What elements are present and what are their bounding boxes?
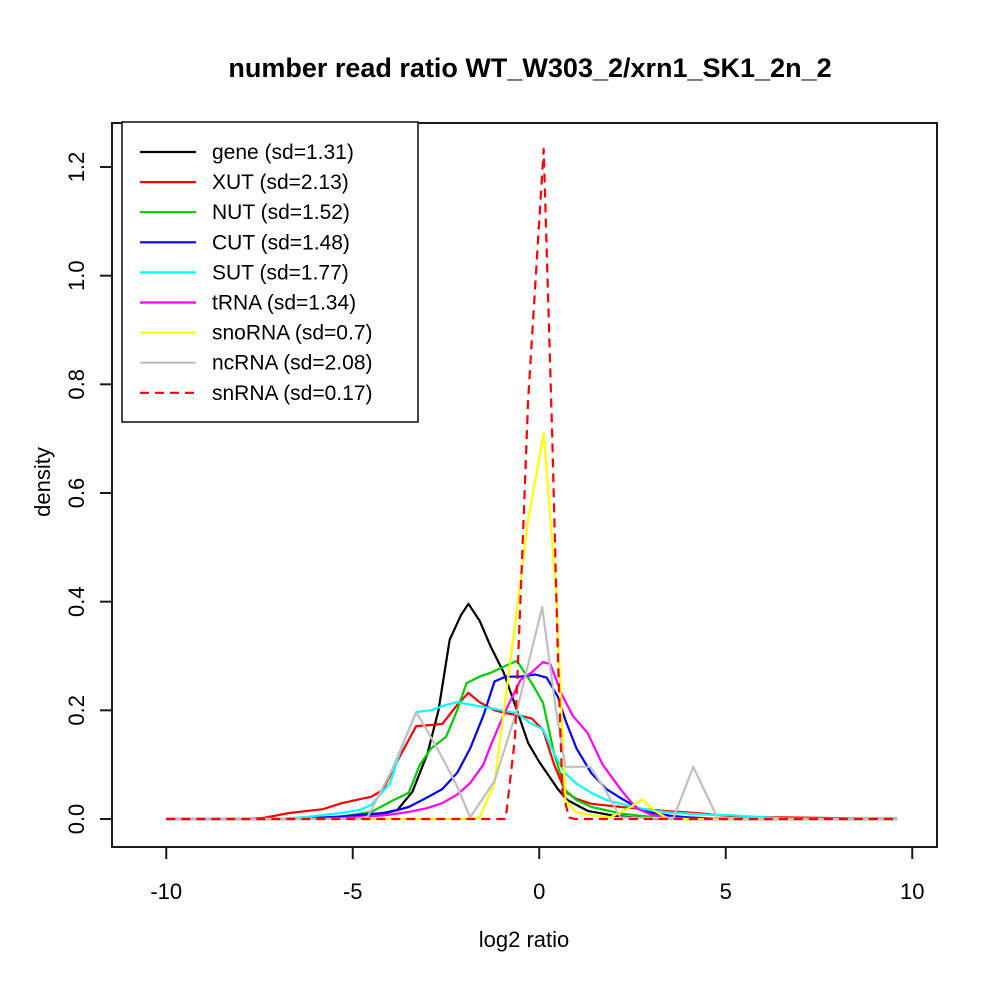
series-snRNA-line bbox=[166, 148, 898, 821]
series-XUT-line bbox=[166, 691, 898, 821]
series-NUT-line bbox=[166, 659, 898, 821]
legend-label-gene: gene (sd=1.31) bbox=[212, 141, 354, 164]
legend-label-NUT: NUT (sd=1.52) bbox=[212, 201, 350, 224]
y-tick-label: 0.8 bbox=[64, 369, 89, 400]
series-snoRNA-line bbox=[166, 432, 898, 821]
legend-label-snoRNA: snoRNA (sd=0.7) bbox=[212, 322, 373, 345]
x-tick-label: 0 bbox=[533, 879, 545, 904]
series-SUT-line bbox=[166, 701, 898, 821]
legend-rows: gene (sd=1.31) XUT (sd=2.13) NUT (sd=1.52)… bbox=[140, 141, 373, 405]
x-tick-label: 10 bbox=[900, 879, 924, 904]
y-tick-label: 0.6 bbox=[64, 478, 89, 509]
series-CUT-line bbox=[166, 673, 898, 821]
x-tick-label: -10 bbox=[150, 879, 182, 904]
legend-label-CUT: CUT (sd=1.48) bbox=[212, 231, 350, 254]
legend: gene (sd=1.31) XUT (sd=2.13) NUT (sd=1.52)… bbox=[121, 121, 419, 423]
y-axis: 0.0 0.2 0.4 0.6 0.8 1.0 1.2 bbox=[64, 152, 112, 835]
series-gene-line bbox=[166, 602, 898, 821]
legend-label-ncRNA: ncRNA (sd=2.08) bbox=[212, 352, 373, 375]
x-tick-label: 5 bbox=[720, 879, 732, 904]
legend-label-snRNA: snRNA (sd=0.17) bbox=[212, 382, 373, 405]
y-tick-label: 0.0 bbox=[64, 804, 89, 835]
x-axis: -10 -5 0 5 10 bbox=[150, 847, 924, 904]
y-tick-label: 1.2 bbox=[64, 152, 89, 183]
series-lines bbox=[166, 148, 898, 821]
legend-label-tRNA: tRNA (sd=1.34) bbox=[212, 292, 356, 315]
series-ncRNA-line bbox=[166, 605, 898, 821]
y-tick-label: 1.0 bbox=[64, 260, 89, 291]
x-tick-label: -5 bbox=[343, 879, 363, 904]
y-tick-label: 0.4 bbox=[64, 586, 89, 617]
chart-title: number read ratio WT_W303_2/xrn1_SK1_2n_… bbox=[228, 53, 831, 83]
y-tick-label: 0.2 bbox=[64, 695, 89, 726]
legend-label-SUT: SUT (sd=1.77) bbox=[212, 261, 349, 284]
series-tRNA-line bbox=[166, 660, 898, 821]
y-axis-title: density bbox=[30, 447, 55, 517]
x-axis-title: log2 ratio bbox=[479, 927, 570, 952]
legend-label-XUT: XUT (sd=2.13) bbox=[212, 171, 349, 194]
plot-border bbox=[111, 122, 938, 848]
